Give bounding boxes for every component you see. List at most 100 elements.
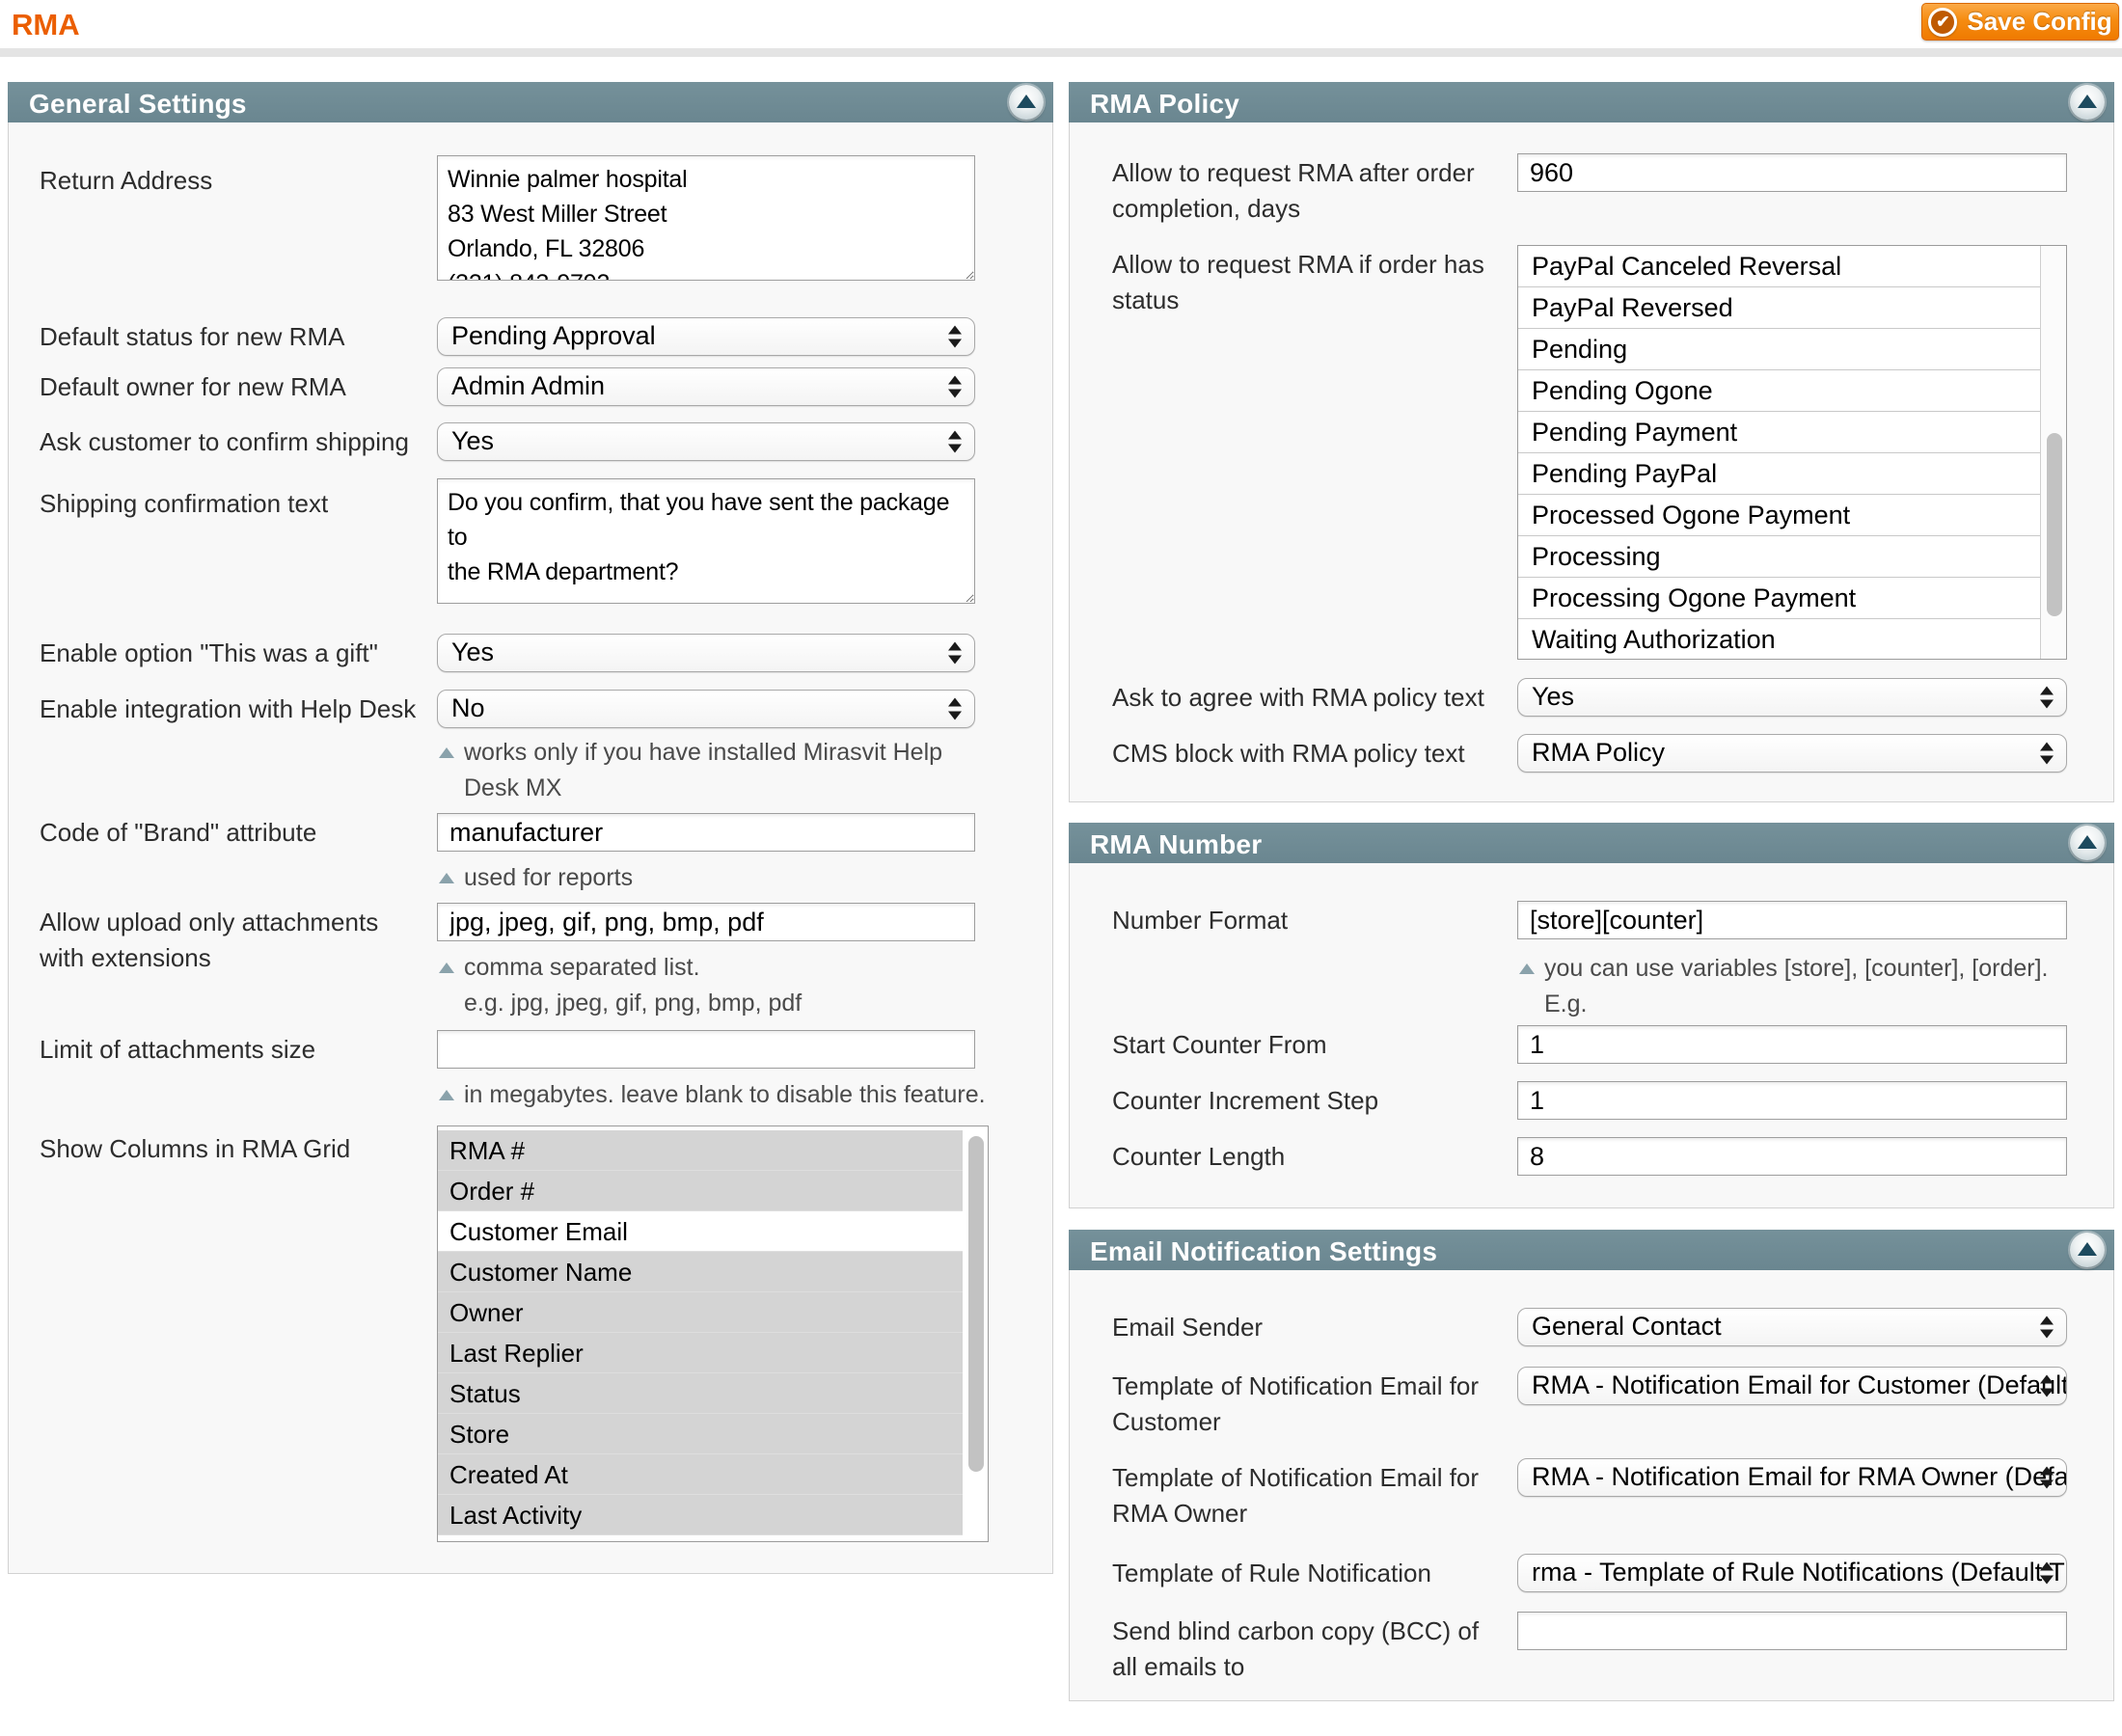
default-owner-label: Default owner for new RMA [40,372,346,401]
grid-column-option[interactable]: Order # [438,1171,963,1211]
collapse-panel-button[interactable] [1009,85,1044,120]
collapse-arrow-icon [2078,95,2097,108]
collapse-arrow-icon [2078,835,2097,849]
note-arrow-icon [439,1090,454,1100]
enable-gift-value: Yes [451,637,495,666]
show-columns-multiselect[interactable]: RMA # Order # Customer Email Customer Na… [437,1126,989,1542]
default-owner-select[interactable]: Admin Admin [437,367,975,406]
panel-number-title: RMA Number [1090,829,1263,859]
select-arrows-icon [948,375,962,398]
order-status-option[interactable]: Pending [1518,329,2041,370]
panel-policy-title: RMA Policy [1090,89,1239,119]
ask-agree-select[interactable]: Yes [1517,678,2067,717]
number-format-input[interactable] [1517,901,2067,939]
attachments-limit-input[interactable] [437,1030,975,1069]
order-status-multiselect[interactable]: PayPal Canceled Reversal PayPal Reversed… [1517,245,2067,660]
select-arrows-icon [2040,1374,2054,1397]
template-customer-select[interactable]: RMA - Notification Email for Customer (D… [1517,1367,2067,1405]
grid-column-option[interactable]: Status [438,1373,963,1414]
template-owner-select[interactable]: RMA - Notification Email for RMA Owner (… [1517,1458,2067,1497]
template-customer-label: Template of Notification Email for Custo… [1112,1371,1480,1436]
grid-column-option[interactable]: RMA # [438,1130,963,1171]
order-status-option[interactable]: Processing [1518,536,2041,578]
grid-column-option[interactable]: Customer Email [438,1211,963,1252]
collapse-panel-button[interactable] [2070,85,2105,120]
shipping-confirmation-text-label: Shipping confirmation text [40,489,329,518]
panel-policy-header: RMA Policy [1069,82,2114,122]
brand-code-label: Code of "Brand" attribute [40,818,317,847]
collapse-panel-button[interactable] [2070,1233,2105,1267]
save-config-label: Save Config [1967,7,2112,36]
order-status-scrollbar[interactable] [2040,246,2066,659]
select-arrows-icon [2040,1561,2054,1585]
bcc-input[interactable] [1517,1612,2067,1650]
panel-general-settings: General Settings Return Address Default … [8,82,1053,1574]
order-status-label: Allow to request RMA if order has status [1112,250,1484,314]
ask-agree-label: Ask to agree with RMA policy text [1112,683,1484,712]
template-rule-value: rma - Template of Rule Notifications (De… [1532,1558,2065,1587]
save-config-button[interactable]: ✔ Save Config [1921,3,2119,41]
note-arrow-icon [439,963,454,973]
default-status-value: Pending Approval [451,321,656,350]
enable-gift-label: Enable option "This was a gift" [40,638,378,667]
collapse-arrow-icon [2078,1242,2097,1256]
note-arrow-icon [439,873,454,883]
order-status-option[interactable]: Waiting Authorization [1518,619,2041,659]
default-status-label: Default status for new RMA [40,322,345,351]
scrollbar-thumb[interactable] [2047,433,2062,616]
select-arrows-icon [948,697,962,720]
select-arrows-icon [2040,686,2054,709]
email-sender-select[interactable]: General Contact [1517,1308,2067,1346]
attachments-limit-label: Limit of attachments size [40,1035,316,1064]
header-divider [0,48,2122,57]
order-status-option[interactable]: Pending Payment [1518,412,2041,453]
grid-column-option[interactable]: Last Replier [438,1333,963,1373]
cms-block-select[interactable]: RMA Policy [1517,734,2067,773]
attachments-ext-input[interactable] [437,903,975,941]
attachments-ext-note: comma separated list. e.g. jpg, jpeg, gi… [437,950,996,1021]
rma-days-input[interactable] [1517,153,2067,192]
page-title: RMA [12,8,80,41]
default-status-select[interactable]: Pending Approval [437,317,975,356]
attachments-limit-note: in megabytes. leave blank to disable thi… [437,1077,1016,1113]
number-format-label: Number Format [1112,906,1289,935]
enable-helpdesk-select[interactable]: No [437,690,975,728]
ask-confirm-shipping-select[interactable]: Yes [437,422,975,461]
select-arrows-icon [948,430,962,453]
order-status-option[interactable]: Pending Ogone [1518,370,2041,412]
grid-column-option[interactable]: Store [438,1414,963,1454]
shipping-confirmation-textarea[interactable] [437,478,975,604]
order-status-option[interactable]: Processing Ogone Payment [1518,578,2041,619]
order-status-option[interactable]: Processed Ogone Payment [1518,495,2041,536]
show-columns-label: Show Columns in RMA Grid [40,1134,351,1163]
start-counter-input[interactable] [1517,1025,2067,1064]
order-status-option[interactable]: PayPal Canceled Reversal [1518,246,2041,287]
template-rule-select[interactable]: rma - Template of Rule Notifications (De… [1517,1554,2067,1592]
template-rule-label: Template of Rule Notification [1112,1559,1431,1587]
brand-code-note: used for reports [437,860,996,896]
order-status-option[interactable]: PayPal Reversed [1518,287,2041,329]
collapse-arrow-icon [1017,95,1036,108]
counter-length-input[interactable] [1517,1137,2067,1176]
grid-column-option[interactable]: Created At [438,1454,963,1495]
enable-gift-select[interactable]: Yes [437,634,975,672]
return-address-textarea[interactable] [437,155,975,281]
order-status-option[interactable]: Pending PayPal [1518,453,2041,495]
show-columns-scrollbar[interactable] [963,1126,988,1541]
enable-helpdesk-value: No [451,693,485,722]
note-arrow-icon [1519,963,1535,974]
grid-column-option[interactable]: Last Activity [438,1495,963,1535]
counter-length-label: Counter Length [1112,1142,1286,1171]
checkmark-icon: ✔ [1928,7,1958,37]
brand-code-input[interactable] [437,813,975,852]
select-arrows-icon [948,641,962,665]
grid-column-option[interactable]: Customer Name [438,1252,963,1292]
panel-email-title: Email Notification Settings [1090,1236,1438,1266]
grid-column-option[interactable]: Owner [438,1292,963,1333]
collapse-panel-button[interactable] [2070,826,2105,860]
scrollbar-thumb[interactable] [968,1136,984,1472]
select-arrows-icon [2040,1466,2054,1489]
counter-step-input[interactable] [1517,1081,2067,1120]
ask-confirm-shipping-value: Yes [451,426,495,455]
